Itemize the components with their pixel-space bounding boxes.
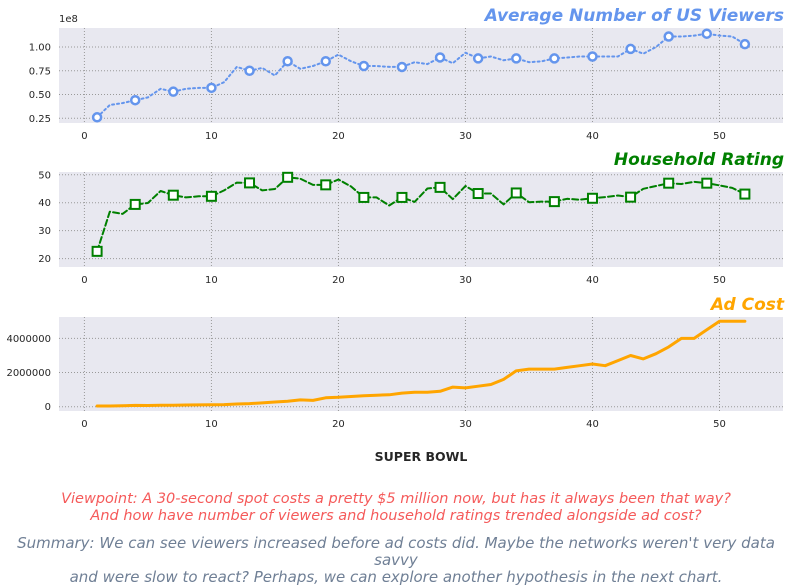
series-line bbox=[95, 319, 747, 408]
panel-title: Household Rating bbox=[614, 150, 784, 170]
x-tick-label: 20 bbox=[332, 131, 345, 142]
y-tick-label: 30 bbox=[38, 226, 51, 237]
chart-figure: SUPER BOWL 0 10 20 30 40 50 0.25 0.50 0.75 1.00 1e… bbox=[6, 6, 784, 464]
x-tick-label: 10 bbox=[205, 131, 218, 142]
data-point bbox=[739, 38, 751, 50]
data-point bbox=[129, 94, 141, 106]
x-tick-label: 50 bbox=[713, 275, 726, 286]
x-tick-label: 40 bbox=[586, 275, 599, 286]
data-point bbox=[586, 192, 598, 204]
x-tick-label: 0 bbox=[81, 275, 87, 286]
y-tick-label: 0 bbox=[45, 402, 51, 413]
summary-line: and were slow to react? Perhaps, we can … bbox=[69, 568, 723, 586]
data-point bbox=[167, 189, 179, 201]
y-tick-label: 1.00 bbox=[29, 43, 51, 54]
data-point bbox=[739, 188, 751, 200]
x-tick-label: 0 bbox=[81, 131, 87, 142]
data-point bbox=[320, 56, 331, 67]
y-tick-label: 0.75 bbox=[29, 66, 51, 77]
data-point bbox=[91, 112, 103, 123]
panel-title: Ad Cost bbox=[709, 295, 785, 315]
plot-area bbox=[59, 317, 783, 411]
data-point bbox=[358, 60, 370, 72]
x-tick-label: 30 bbox=[459, 275, 472, 286]
data-point bbox=[625, 191, 637, 203]
viewpoint-line: And how have number of viewers and house… bbox=[90, 508, 702, 524]
x-tick-label: 10 bbox=[205, 419, 218, 430]
data-point bbox=[625, 43, 636, 55]
data-point bbox=[206, 82, 217, 94]
summary-text: Summary: We can see viewers increased be… bbox=[0, 535, 792, 586]
x-tick-label: 40 bbox=[586, 131, 599, 142]
series-line bbox=[96, 176, 746, 253]
x-tick-label: 50 bbox=[713, 419, 726, 430]
data-point bbox=[701, 177, 713, 189]
data-point bbox=[663, 31, 674, 42]
x-axis-label: SUPER BOWL bbox=[375, 449, 468, 464]
data-point bbox=[510, 187, 522, 199]
panel-title: Average Number of US Viewers bbox=[483, 6, 784, 26]
viewpoint-text: Viewpoint: A 30-second spot costs a pret… bbox=[0, 491, 792, 525]
data-point bbox=[472, 188, 484, 200]
x-tick-label: 30 bbox=[459, 419, 472, 430]
data-point bbox=[244, 177, 256, 189]
data-point bbox=[129, 198, 141, 210]
data-point bbox=[244, 65, 255, 76]
chart-panel: 0 10 20 30 40 50 0 2000000 4000000 Ad Cost bbox=[6, 295, 784, 430]
data-point bbox=[434, 52, 446, 63]
y-tick-label: 2000000 bbox=[6, 368, 51, 379]
summary-line: Summary: We can see viewers increased be… bbox=[17, 534, 775, 569]
x-tick-label: 50 bbox=[713, 131, 726, 142]
data-point bbox=[168, 86, 179, 97]
data-point bbox=[91, 245, 103, 257]
y-tick-label: 0.25 bbox=[29, 114, 51, 125]
chart-panel: 0 10 20 30 40 50 0.25 0.50 0.75 1.00 1e8 Average Nu… bbox=[29, 6, 784, 142]
data-point bbox=[701, 28, 713, 39]
data-point bbox=[396, 191, 408, 203]
x-tick-label: 10 bbox=[205, 275, 218, 286]
data-point bbox=[358, 191, 370, 203]
data-point bbox=[282, 56, 293, 67]
y-tick-label: 50 bbox=[38, 170, 51, 181]
data-point bbox=[511, 53, 522, 64]
data-point bbox=[320, 179, 332, 191]
data-point bbox=[434, 181, 446, 193]
data-point bbox=[549, 53, 560, 64]
plot-area bbox=[59, 28, 783, 123]
x-tick-label: 20 bbox=[332, 419, 345, 430]
data-point bbox=[396, 61, 408, 73]
x-tick-label: 0 bbox=[81, 419, 87, 430]
data-point bbox=[472, 53, 484, 64]
series-line bbox=[96, 32, 746, 119]
viewpoint-line: Viewpoint: A 30-second spot costs a pret… bbox=[61, 491, 731, 507]
y-tick-label: 40 bbox=[38, 198, 51, 209]
data-point bbox=[282, 171, 294, 183]
plot-area bbox=[59, 172, 783, 267]
y-tick-label: 0.50 bbox=[29, 90, 51, 101]
chart-panel: 0 10 20 30 40 50 20 30 40 50 Household Rating bbox=[38, 150, 784, 286]
data-point bbox=[205, 190, 217, 202]
data-point bbox=[548, 196, 560, 208]
y-tick-label: 20 bbox=[38, 254, 51, 265]
y-tick-label: 4000000 bbox=[6, 334, 51, 345]
data-point bbox=[587, 51, 598, 62]
x-tick-label: 20 bbox=[332, 275, 345, 286]
data-point bbox=[663, 177, 675, 189]
y-offset-label: 1e8 bbox=[59, 14, 78, 25]
x-tick-label: 30 bbox=[459, 131, 472, 142]
x-tick-label: 40 bbox=[586, 419, 599, 430]
